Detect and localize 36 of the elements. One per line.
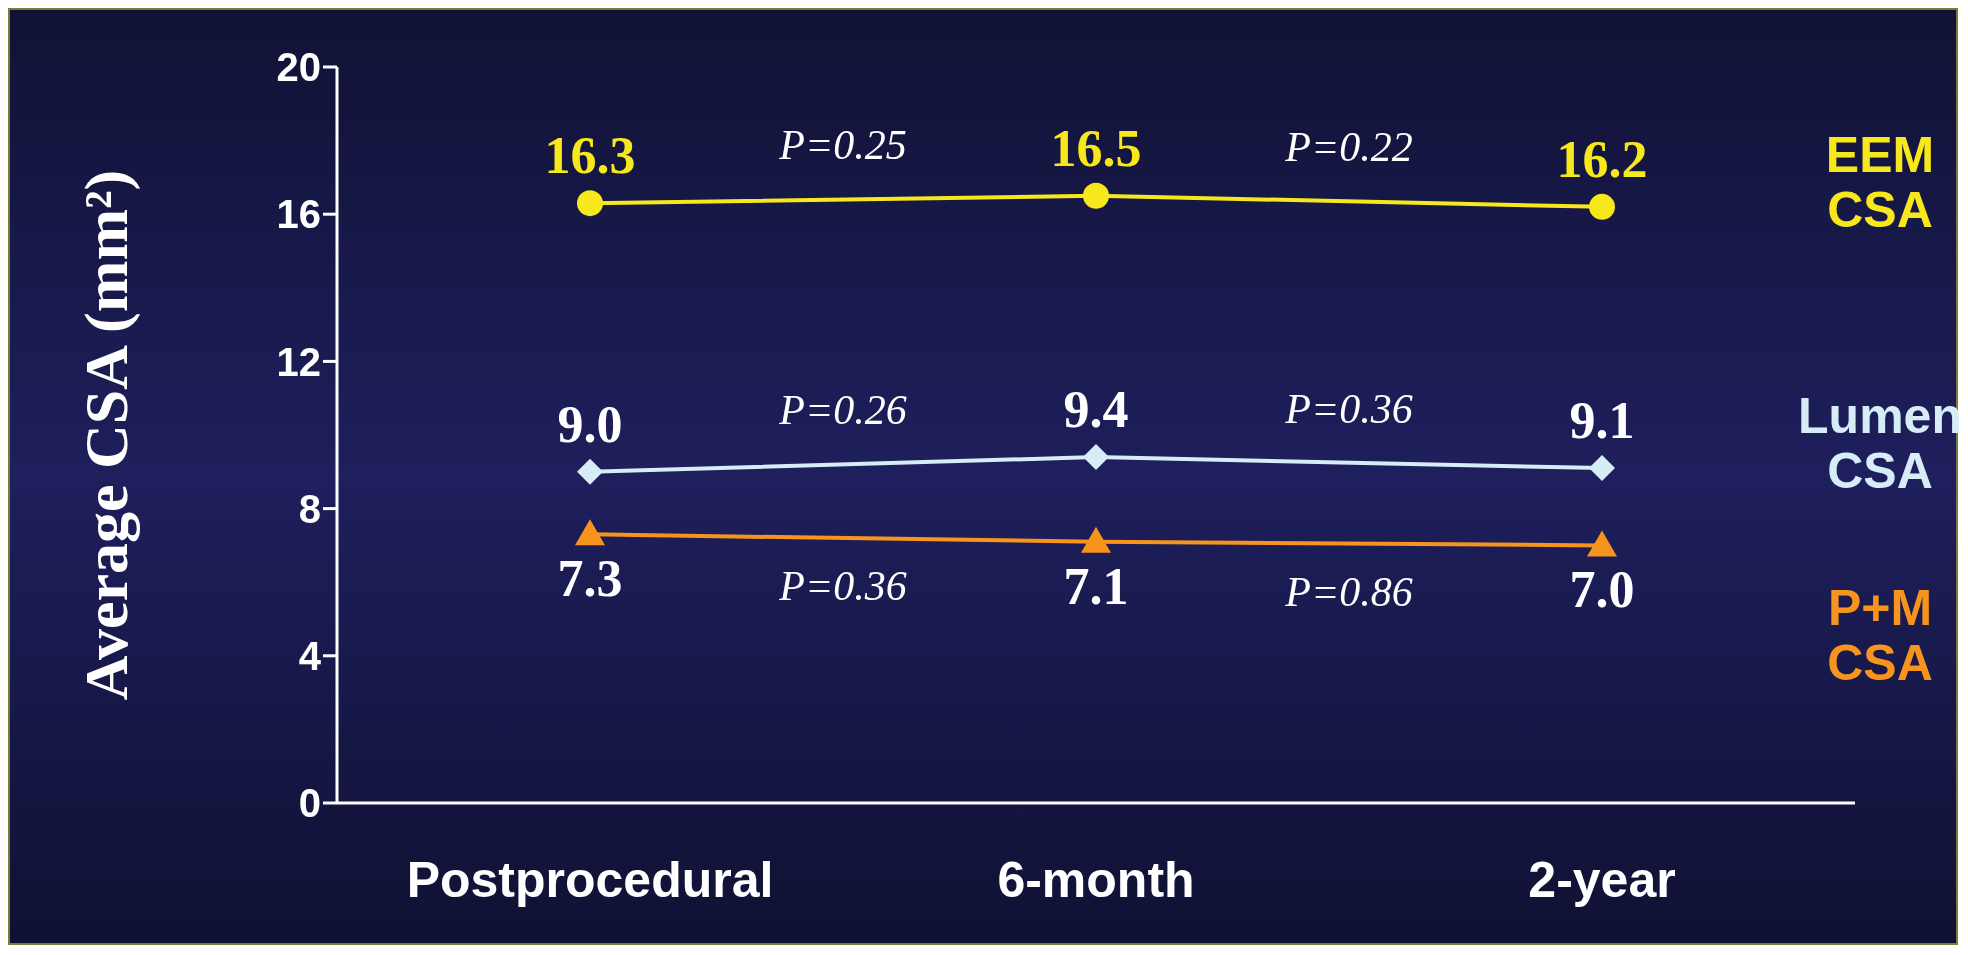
point [1589,455,1615,482]
y-tick-label: 0 [298,781,321,826]
data-label: 16.5 [1050,119,1142,177]
point [1589,193,1615,220]
x-tick-label: Postprocedural [406,851,774,908]
data-label: 9.4 [1063,381,1129,439]
y-tick-label: 4 [298,634,322,678]
y-tick-label: 20 [276,45,321,90]
point [1081,526,1111,553]
y-tick-label: 16 [276,192,321,237]
y-tick-label: 8 [298,486,321,531]
point [577,458,603,485]
annotation: P=0.25 [778,122,907,169]
annotation: P=0.36 [1284,385,1413,432]
point [1587,530,1617,557]
point [577,190,603,217]
data-label: 16.3 [544,127,636,185]
annotation: P=0.86 [1284,568,1413,615]
data-label: 7.3 [557,550,623,608]
y-tick-label: 12 [276,339,321,384]
annotation: P=0.22 [1284,124,1413,171]
text: EEM CSA [1825,126,1935,238]
data-label: 9.1 [1569,392,1635,450]
x-tick-label: 2-year [1528,851,1676,908]
point [575,519,605,546]
annotation: P=0.36 [778,563,907,610]
point [1083,182,1109,209]
data-label: 16.2 [1556,130,1648,188]
x-tick-label: 6-month [997,851,1195,908]
annotation: P=0.26 [778,387,907,434]
data-label: 9.0 [557,395,623,453]
data-label: 7.1 [1063,557,1129,615]
data-label: 7.0 [1569,561,1635,619]
y-axis-title: Average CSA (mm²) [72,169,142,701]
point [1083,444,1109,471]
text: P+M CSA [1827,580,1933,692]
